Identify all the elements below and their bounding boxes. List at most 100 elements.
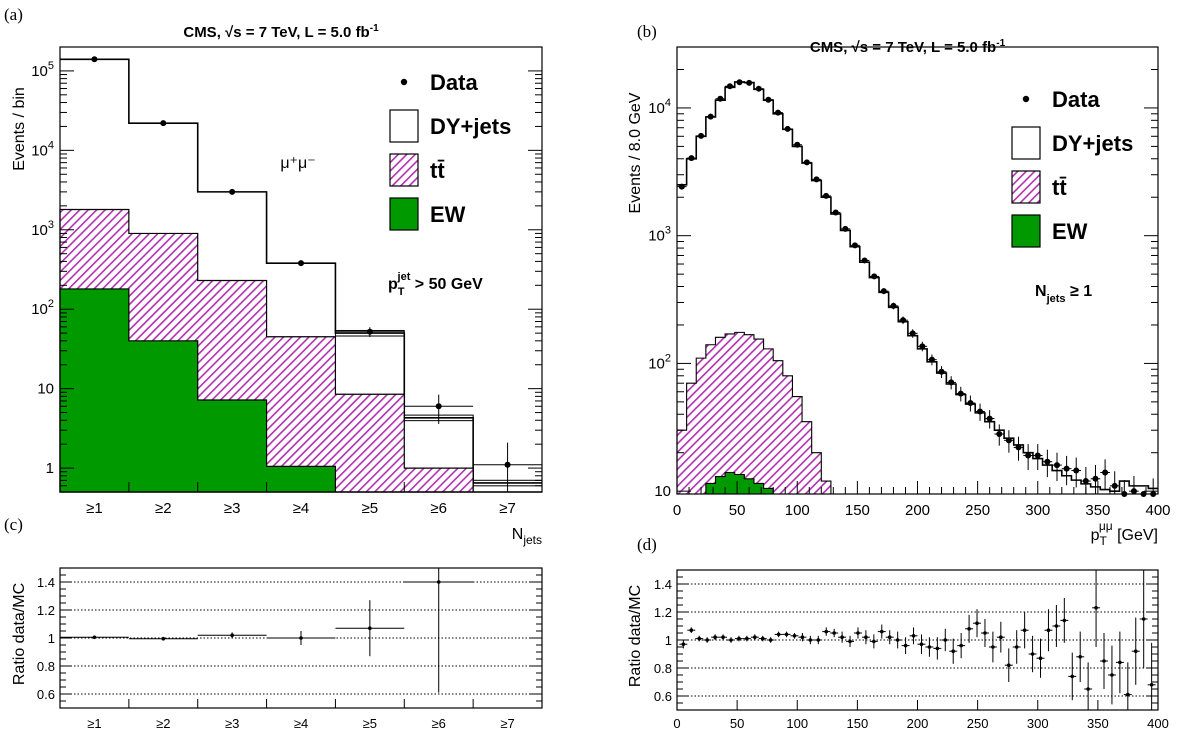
panel-d-ytick-label: 0.6 — [654, 689, 672, 704]
panel-d-point — [840, 635, 844, 639]
panel-b-data-point — [717, 95, 724, 102]
panel-a-label: (a) — [4, 5, 23, 24]
panel-c-ytick-label: 1.4 — [37, 575, 55, 590]
panel-a-xtick-label: ≥2 — [155, 500, 172, 517]
panel-a-ytick-label: 102 — [31, 298, 54, 318]
panel-d-point — [935, 646, 940, 651]
panel-d-point — [697, 636, 702, 641]
panel-a-legend-tt-swatch — [389, 153, 419, 187]
panel-d-point — [792, 634, 797, 638]
panel-c-xtick-label: ≥3 — [225, 716, 239, 731]
panel-b-data-point — [948, 379, 955, 386]
panel-d-point — [864, 635, 868, 639]
panel-d-point — [1006, 663, 1011, 667]
panel-d-point — [967, 627, 971, 631]
panel-a-title: CMS, √s = 7 TeV, L = 5.0 fb-1 — [183, 23, 379, 41]
panel-d-ytick-label: 1 — [665, 633, 672, 648]
panel-b-data-point — [861, 257, 868, 264]
panel-a-xlabel: Njets — [512, 526, 542, 547]
panel-b-data-point — [957, 390, 964, 397]
panel-d-point — [872, 639, 876, 644]
panel-b-data-point — [736, 79, 743, 86]
panel-d-point — [1118, 660, 1122, 665]
panel-a-ytick-label: 103 — [31, 219, 54, 239]
panel-d-point — [959, 643, 963, 648]
panel-d-point — [1102, 659, 1106, 663]
panel-b-legend-dy-label: DY+jets — [1052, 131, 1133, 156]
panel-b-data-point — [909, 330, 916, 337]
panel-d-point — [903, 643, 908, 648]
panel-d-xtick-label: 150 — [847, 716, 869, 731]
panel-c-ylabel: Ratio data/MC — [11, 583, 28, 685]
panel-b-ylabel: Events / 8.0 GeV — [627, 92, 644, 213]
panel-d-point — [816, 638, 821, 642]
panel-b-legend-ew-label: EW — [1052, 219, 1088, 244]
panel-a-channel-label: μ⁺μ⁻ — [280, 155, 315, 172]
panel-a-xtick-label: ≥4 — [293, 500, 310, 517]
panel-b-xtick-label: 250 — [965, 502, 990, 519]
panel-a-ylabel: Events / bin — [11, 87, 28, 171]
panel-b-ytick-label: 103 — [648, 225, 671, 245]
panel-d-point — [713, 635, 717, 639]
panel-b-data-point — [746, 79, 753, 86]
panel-d-point — [951, 649, 956, 653]
panel-b-data-point — [698, 132, 705, 139]
panel-c-ytick-label: 1.2 — [37, 603, 55, 618]
panel-c-point — [299, 636, 303, 640]
panel-c-frame — [59, 567, 543, 709]
panel-d-point — [1094, 606, 1098, 610]
panel-b-cut-label: Njets ≥ 1 — [1035, 283, 1092, 305]
panel-d-xtick-label: 350 — [1087, 716, 1109, 731]
panel-a-ytick-label: 10 — [37, 381, 54, 398]
panel-d-xtick-label: 250 — [967, 716, 989, 731]
panel-a-xtick-label: ≥7 — [499, 500, 516, 517]
panel-b-data-point — [707, 113, 714, 120]
panel-d-point — [1078, 655, 1082, 659]
panel-c-xtick-label: ≥2 — [156, 716, 170, 731]
panel-a-xtick-label: ≥6 — [430, 500, 447, 517]
panel-a-legend-dy-label: DY+jets — [430, 114, 511, 139]
panel-d-label: (d) — [637, 535, 657, 554]
panel-b-data-point — [1092, 475, 1099, 482]
panel-d-point — [927, 645, 932, 649]
panel-a-data-point — [366, 328, 373, 335]
panel-d-point — [911, 634, 916, 638]
panel-c-point — [161, 636, 166, 641]
panel-b-data-point — [871, 273, 878, 280]
panel-d-xtick-label: 200 — [907, 716, 929, 731]
panel-d-point — [745, 636, 749, 641]
panel-c-point — [230, 633, 234, 637]
panel-c-point — [92, 635, 97, 640]
panel-a-frame — [59, 46, 543, 493]
panel-d-point — [1110, 673, 1114, 677]
panel-b-data-point — [1005, 437, 1012, 444]
panel-a-data-point — [504, 461, 511, 468]
panel-d-point — [832, 631, 836, 635]
panel-b-xtick-label: 150 — [845, 502, 870, 519]
panel-d-point — [1054, 624, 1059, 628]
panel-b-data-point — [1053, 462, 1060, 469]
panel-a-legend-dy-swatch — [389, 109, 419, 143]
panel-a-data-point — [298, 260, 304, 267]
panel-b-legend-dy-swatch — [1011, 126, 1041, 160]
panel-b-xlabel: pTμμ [GeV] — [1091, 519, 1158, 548]
panel-d-ytick-label: 0.8 — [654, 661, 672, 676]
panel-d-point — [1062, 618, 1067, 623]
panel-a-legend-tt-label: tt̄ — [430, 158, 445, 183]
panel-d-point — [991, 645, 995, 649]
panel-b-data-point — [928, 356, 935, 363]
panel-b-data-point — [688, 155, 695, 162]
panel-c-xtick-label: ≥7 — [500, 716, 514, 731]
panel-d-point — [768, 638, 773, 642]
panel-d-ytick-label: 1.2 — [654, 605, 672, 620]
panel-b-ytick-label: 104 — [648, 97, 671, 117]
panel-c-ytick-label: 1 — [48, 631, 55, 646]
panel-d-point — [848, 639, 852, 644]
panel-d-point — [1046, 628, 1051, 632]
panel-b-legend-tt-swatch — [1011, 170, 1041, 204]
panel-d-point — [943, 638, 948, 642]
panel-d-point — [808, 638, 813, 642]
panel-b-data-point — [1063, 465, 1070, 472]
panel-b-data-point — [765, 96, 772, 103]
panel-d-xtick-label: 100 — [786, 716, 808, 731]
